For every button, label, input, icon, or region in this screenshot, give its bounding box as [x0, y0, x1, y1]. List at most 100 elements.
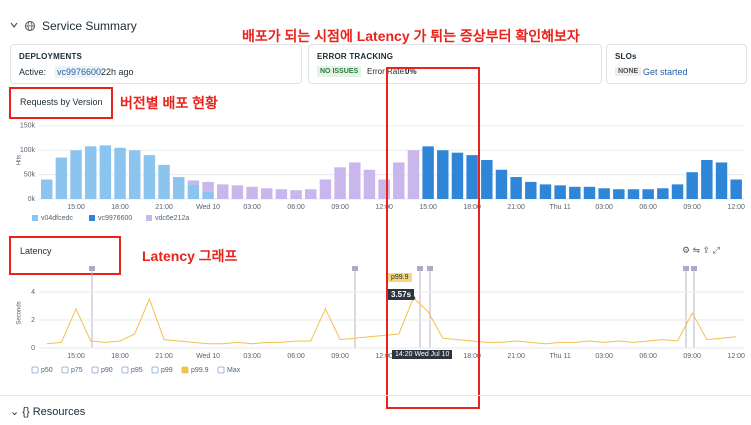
bar-segment — [407, 150, 420, 199]
x-tick-label: 21:00 — [155, 353, 173, 360]
y-tick-label: 0 — [31, 345, 35, 352]
legend-label: p99 — [161, 367, 173, 374]
legend-label: v04dfcedc — [41, 215, 73, 222]
x-tick-label: Thu 11 — [550, 353, 571, 360]
link[interactable]: Get started — [643, 67, 688, 77]
bar-segment — [128, 150, 141, 199]
bar-segment — [701, 160, 713, 199]
x-tick-label: 12:00 — [727, 204, 745, 211]
x-tick-label: 03:00 — [243, 204, 261, 211]
version-chip[interactable]: vc9976600 — [55, 66, 104, 78]
x-tick-label: 06:00 — [287, 353, 305, 360]
legend-checkbox — [61, 366, 69, 374]
x-tick-label: 03:00 — [595, 204, 613, 211]
bar-segment — [730, 179, 742, 199]
x-tick-label: 18:00 — [111, 204, 129, 211]
card-title: DEPLOYMENTS — [19, 52, 83, 61]
bar-segment — [261, 188, 273, 199]
bar-segment — [466, 155, 478, 199]
legend-swatch — [146, 215, 152, 221]
bar-segment — [393, 162, 405, 199]
highlight-box — [9, 87, 113, 119]
resources-title: Resources — [32, 406, 86, 418]
x-tick-label: 21:00 — [507, 204, 525, 211]
bar-segment — [554, 185, 566, 199]
bar-segment — [598, 188, 610, 199]
legend-label: p99.9 — [191, 367, 209, 374]
x-tick-label: 18:00 — [463, 204, 481, 211]
bar-segment — [55, 157, 68, 199]
deploy-marker-head — [691, 266, 697, 271]
bar-segment — [378, 179, 390, 199]
highlight-box — [386, 67, 480, 409]
legend-checkbox — [121, 366, 129, 374]
x-tick-label: 09:00 — [331, 204, 349, 211]
x-tick-label: 21:00 — [507, 353, 525, 360]
bar-segment — [158, 164, 170, 199]
legend-checkbox — [181, 366, 189, 374]
deployments-card: DEPLOYMENTS Active: vc9976600 22h ago — [10, 44, 302, 84]
annotation: Latency 그래프 — [142, 248, 238, 264]
bar-segment — [217, 184, 229, 199]
legend-label: Max — [227, 367, 241, 374]
bar-segment — [422, 146, 434, 199]
y-axis-label: Seconds — [17, 301, 23, 324]
legend-label: p75 — [71, 367, 83, 374]
x-tick-label: 06:00 — [639, 353, 657, 360]
x-tick-label: 06:00 — [639, 204, 657, 211]
bar-segment — [657, 188, 669, 199]
legend-label: p90 — [101, 367, 113, 374]
bar-segment — [451, 152, 464, 199]
bar-segment — [70, 150, 82, 199]
dropdown[interactable]: Latency — [20, 246, 52, 256]
x-tick-label: 09:00 — [331, 353, 349, 360]
x-tick-label: 15:00 — [67, 204, 85, 211]
header-icons — [10, 21, 35, 31]
rate: 0% — [405, 67, 417, 76]
latency-line — [46, 297, 737, 345]
latency-chart: Seconds 0 2 4 15:00 18:00 21:00 Wed 10 03:00 06:0… — [17, 266, 745, 374]
bar-segment — [495, 169, 508, 199]
divider — [0, 395, 751, 396]
y-tick-label: 0k — [28, 196, 36, 203]
bar-segment — [143, 155, 156, 199]
bar-segment — [671, 184, 684, 199]
x-tick-label: 09:00 — [683, 353, 701, 360]
x-tick-label: 03:00 — [243, 353, 261, 360]
x-tick-label: 18:00 — [111, 353, 129, 360]
age: 22h ago — [101, 67, 134, 77]
bar-segment — [187, 184, 200, 199]
bar-segment — [275, 189, 288, 199]
status-badge: NONE — [615, 67, 642, 76]
dropdown[interactable]: Requests by Version — [20, 97, 103, 107]
status-badge: NO ISSUES — [317, 66, 362, 77]
bar-segment — [231, 185, 244, 199]
toolbar-icons[interactable]: ⚙ ⇋ ⇪ ⤢ — [682, 245, 720, 255]
y-tick-label: 4 — [31, 289, 35, 296]
x-tick-label: 18:00 — [463, 353, 481, 360]
legend-label: p95 — [131, 367, 143, 374]
slos-card: SLOs NONE Get started — [606, 44, 747, 84]
tooltip-value: 3.57s — [388, 289, 415, 300]
x-tick-label: Wed 10 — [196, 204, 220, 211]
legend-swatch — [32, 215, 38, 221]
x-tick-label: 21:00 — [155, 204, 173, 211]
bar-segment — [437, 150, 449, 199]
bar-segment — [481, 160, 493, 199]
bar-segment — [613, 189, 625, 199]
bar-segment — [642, 189, 654, 199]
x-tick-label: 12:00 — [375, 353, 393, 360]
bar-segment — [319, 179, 332, 199]
deploy-marker-head — [417, 266, 423, 271]
card-title: SLOs — [615, 52, 637, 61]
label: Active: — [19, 67, 47, 77]
x-tick-label: 15:00 — [419, 204, 437, 211]
x-tick-label: 12:00 — [727, 353, 745, 360]
bar-segment — [305, 189, 317, 199]
x-tick-label: Wed 10 — [196, 353, 220, 360]
y-tick-label: 2 — [31, 317, 35, 324]
y-axis-label: Hits — [17, 155, 23, 165]
bar-segment — [246, 186, 258, 199]
legend-checkbox — [31, 366, 39, 374]
bar-segment — [583, 186, 596, 199]
